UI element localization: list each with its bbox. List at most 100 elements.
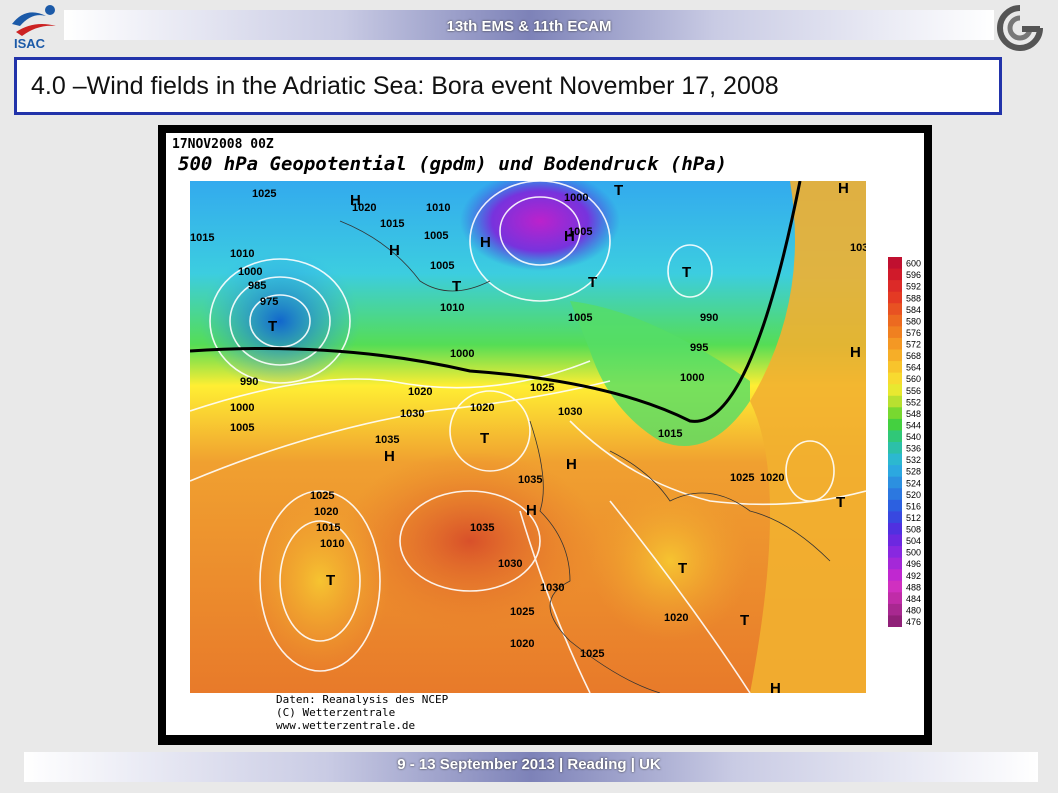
colorbar-swatch [888,395,902,408]
svg-text:1035: 1035 [375,434,399,446]
svg-text:1000: 1000 [680,372,704,384]
svg-text:1005: 1005 [568,312,592,324]
colorbar-swatch [888,592,902,605]
svg-text:990: 990 [700,312,718,324]
colorbar-label: 560 [906,374,921,384]
colorbar-label: 600 [906,259,921,269]
svg-text:1025: 1025 [510,606,534,618]
svg-text:1020: 1020 [760,472,784,484]
colorbar-swatch [888,442,902,455]
colorbar-swatch [888,488,902,501]
conference-title: 13th EMS & 11th ECAM [446,18,612,35]
svg-text:1025: 1025 [730,472,754,484]
svg-text:1020: 1020 [352,202,376,214]
svg-text:1000: 1000 [564,192,588,204]
svg-text:H: H [564,228,575,245]
svg-text:T: T [614,182,623,199]
isac-logo: ISAC [12,5,56,50]
colorbar-label: 536 [906,444,921,454]
svg-text:T: T [588,274,597,291]
svg-text:1015: 1015 [380,218,404,230]
colorbar-label: 580 [906,316,921,326]
svg-text:1025: 1025 [530,382,554,394]
slide-title-box: 4.0 –Wind fields in the Adriatic Sea: Bo… [14,57,1002,115]
svg-text:1015: 1015 [316,522,340,534]
svg-text:T: T [740,612,749,629]
svg-text:1025: 1025 [310,490,334,502]
svg-text:1000: 1000 [230,402,254,414]
map-title: 500 hPa Geopotential (gpdm) und Bodendru… [178,153,728,175]
svg-text:1030: 1030 [540,582,564,594]
svg-text:1030: 1030 [400,408,424,420]
colorbar-swatch [888,603,902,616]
colorbar-swatch [888,314,902,327]
colorbar-label: 508 [906,525,921,535]
svg-text:1000: 1000 [238,266,262,278]
colorbar-swatch [888,349,902,362]
cnr-logo [997,5,1043,51]
colorbar-label: 540 [906,432,921,442]
svg-text:1005: 1005 [230,422,254,434]
colorbar-swatch [888,268,902,281]
svg-text:H: H [838,181,849,197]
colorbar-label: 520 [906,490,921,500]
svg-text:1020: 1020 [510,638,534,650]
svg-text:1010: 1010 [230,248,254,260]
svg-text:T: T [682,264,691,281]
colorbar-swatch [888,546,902,559]
colorbar-label: 576 [906,328,921,338]
slide-title: 4.0 –Wind fields in the Adriatic Sea: Bo… [31,72,779,100]
colorbar-swatch [888,291,902,304]
colorbar-label: 568 [906,351,921,361]
colorbar-swatch [888,476,902,489]
colorbar-label: 564 [906,363,921,373]
svg-text:1005: 1005 [424,230,448,242]
colorbar-label: 544 [906,420,921,430]
svg-text:1020: 1020 [470,402,494,414]
colorbar-label: 504 [906,536,921,546]
colorbar-label: 552 [906,397,921,407]
svg-text:T: T [836,494,845,511]
footer-text: 9 - 13 September 2013 | Reading | UK [397,756,661,773]
colorbar-label: 548 [906,409,921,419]
svg-text:1000: 1000 [450,348,474,360]
colorbar-swatch [888,326,902,339]
colorbar-swatch [888,280,902,293]
credit-line: (C) Wetterzentrale [276,706,396,719]
colorbar-swatch [888,430,902,443]
svg-text:1030: 1030 [558,406,582,418]
isac-logo-text: ISAC [14,36,46,50]
svg-text:H: H [850,344,861,361]
svg-text:1035: 1035 [470,522,494,534]
svg-text:990: 990 [240,376,258,388]
svg-text:T: T [678,560,687,577]
colorbar-swatch [888,372,902,385]
colorbar-swatch [888,384,902,397]
svg-text:H: H [526,502,537,519]
colorbar-label: 584 [906,305,921,315]
svg-text:1015: 1015 [658,428,682,440]
colorbar-swatch [888,453,902,466]
map-date: 17NOV2008 00Z [172,137,274,152]
colorbar-swatch [888,534,902,547]
colorbar-swatch [888,465,902,478]
colorbar-label: 572 [906,340,921,350]
colorbar-label: 492 [906,571,921,581]
credit-line: Daten: Reanalysis des NCEP [276,693,449,706]
colorbar-swatch [888,580,902,593]
svg-text:1005: 1005 [430,260,454,272]
svg-text:1020: 1020 [408,386,432,398]
svg-text:995: 995 [690,342,708,354]
colorbar-label: 512 [906,513,921,523]
colorbar-label: 488 [906,582,921,592]
svg-text:1015: 1015 [190,232,214,244]
svg-text:H: H [350,192,361,209]
svg-text:H: H [770,680,781,693]
svg-text:1025: 1025 [252,188,276,200]
map-panel: 17NOV2008 00Z 500 hPa Geopotential (gpdm… [166,133,924,735]
svg-text:1020: 1020 [314,506,338,518]
colorbar-label: 596 [906,270,921,280]
colorbar-label: 524 [906,478,921,488]
svg-text:975: 975 [260,296,278,308]
